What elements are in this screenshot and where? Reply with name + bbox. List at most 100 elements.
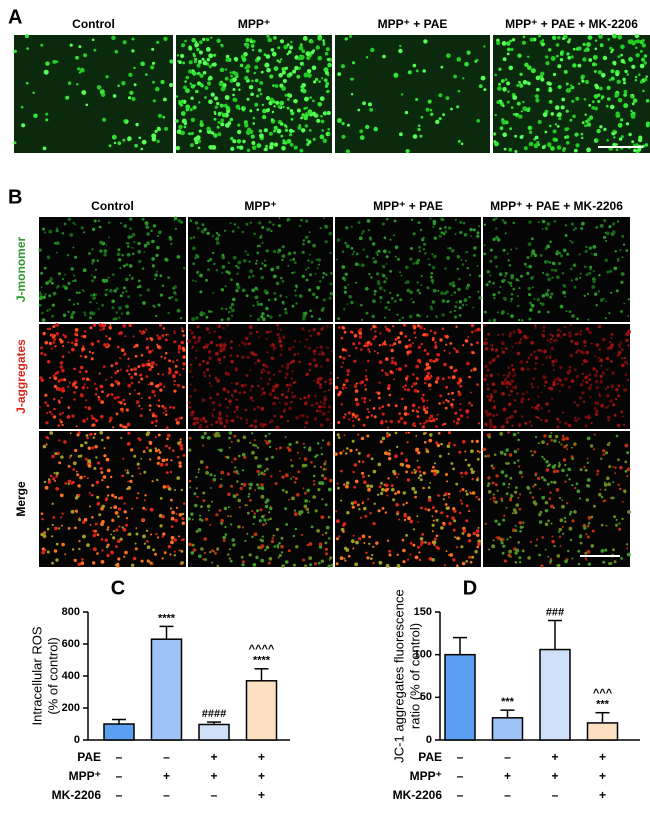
cell [313,483,315,485]
cell [470,468,473,471]
cell [612,230,616,234]
cell [415,435,417,437]
significance-mark: **** [253,655,271,667]
cell [170,499,173,502]
cell [75,386,78,389]
cell [178,351,181,354]
cell [594,253,598,257]
cell [531,383,534,386]
cell [564,377,567,380]
cell [386,218,388,220]
cell [43,534,47,538]
cell [539,488,541,490]
cell [473,254,476,257]
cell [51,413,53,415]
cell [89,326,92,329]
cell [562,284,565,287]
cell [211,549,214,552]
cell [52,325,55,328]
cell [385,326,387,328]
cell [490,393,492,395]
cell [146,540,149,543]
cell [472,491,476,495]
cell [512,368,515,371]
cell [352,440,355,443]
cell [231,441,233,443]
cell [463,529,466,532]
cell [327,58,330,61]
cell [407,478,410,481]
cell [194,389,197,392]
cell [129,393,131,395]
cell [495,474,498,477]
cell [638,136,642,140]
cell [266,249,269,252]
cell [618,55,621,58]
cell [386,263,388,265]
cell [395,246,399,250]
cell [427,451,429,453]
cell [432,266,435,269]
cell [506,381,510,385]
cell [497,490,499,492]
cell [410,554,412,556]
cell [528,221,531,224]
cell [594,292,597,295]
cell [165,339,168,342]
cell [291,378,293,380]
cell [261,495,265,499]
cell [194,84,196,86]
cell [501,79,505,83]
cell [116,413,119,416]
cell [546,468,550,472]
cell [363,480,367,484]
cell [493,539,495,541]
cell [326,526,330,530]
cell [577,333,579,335]
cell [515,525,517,527]
cell [342,326,345,329]
cell [595,380,599,384]
cell [326,47,330,51]
cell [308,288,311,291]
cell [432,466,435,469]
cell [260,267,263,270]
cell [255,556,258,559]
cell [265,365,269,369]
cell [155,425,157,427]
cell [199,130,202,133]
cell [133,455,136,458]
cell [309,310,312,313]
cell [260,303,263,306]
cell [82,345,84,347]
cell [80,355,82,357]
cell [78,431,81,434]
cell [586,559,588,561]
cell [290,41,292,43]
cell [529,420,532,423]
cell [416,515,418,517]
cell [221,45,224,48]
cell [51,315,54,318]
cell [374,350,376,352]
cell [292,305,295,308]
cell [148,396,151,399]
cell [630,110,632,112]
cell [107,346,109,348]
micrograph [188,431,334,568]
cell [479,84,483,88]
cell [110,476,112,478]
cell [158,405,161,408]
cell [97,340,100,343]
cell [264,264,267,267]
y-tick-label: 600 [62,638,80,650]
cell [467,533,471,537]
cell [582,57,586,61]
cell [420,478,423,481]
cell [596,304,598,306]
cell [358,221,361,224]
cell [403,421,406,424]
cell [483,378,487,382]
cell [181,341,184,344]
cell [317,332,321,336]
